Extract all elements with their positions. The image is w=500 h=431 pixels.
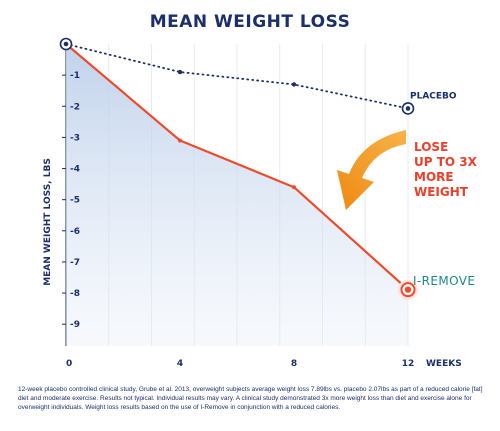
chart-title: MEAN WEIGHT LOSS	[149, 12, 351, 32]
x-tick-label: 4	[177, 359, 183, 369]
placebo-line	[65, 43, 409, 110]
i-remove-point	[292, 185, 296, 190]
callout-line-4: WEIGHT	[414, 185, 468, 199]
i-remove-line	[65, 43, 409, 291]
y-tick-label: -9	[70, 320, 80, 330]
placebo-point-center	[405, 106, 411, 111]
brand-label: I-REMOVE	[413, 274, 476, 288]
x-tick-label: 8	[291, 359, 297, 369]
x-tick-label: 0	[66, 359, 72, 369]
placebo-point-center	[63, 41, 69, 47]
i-remove-point-center	[404, 286, 412, 293]
i-remove-area	[66, 44, 408, 346]
y-tick-label: -7	[70, 258, 80, 268]
callout-line-3: MORE	[414, 170, 454, 184]
x-axis-label: WEEKS	[426, 359, 462, 369]
placebo-point	[291, 82, 297, 87]
callout-arrow	[337, 130, 406, 210]
y-tick-label: -5	[70, 196, 80, 206]
callout-text: LOSE UP TO 3X MORE WEIGHT	[414, 140, 500, 200]
y-tick-label: -6	[70, 227, 80, 237]
plot-area: -1 -2 -3 -4 -5 -6 -7 -8 -9 0 4 8 12 WEEKS PLACEBO	[59, 37, 462, 369]
x-tick-label: 12	[402, 359, 415, 369]
i-remove-point	[178, 138, 182, 143]
placebo-point	[177, 69, 183, 75]
y-tick-label: -3	[70, 133, 80, 143]
callout-line-1: LOSE	[414, 140, 449, 154]
y-tick-label: -8	[70, 289, 80, 299]
placebo-label: PLACEBO	[410, 91, 457, 101]
y-tick-label: -2	[70, 102, 80, 112]
footnote: 12-week placebo controlled clinical stud…	[18, 386, 483, 411]
y-tick-label: -4	[70, 165, 80, 175]
y-tick-label: -1	[70, 71, 80, 81]
callout-line-2: UP TO 3X	[414, 155, 477, 169]
curved-arrow-icon	[337, 130, 406, 210]
